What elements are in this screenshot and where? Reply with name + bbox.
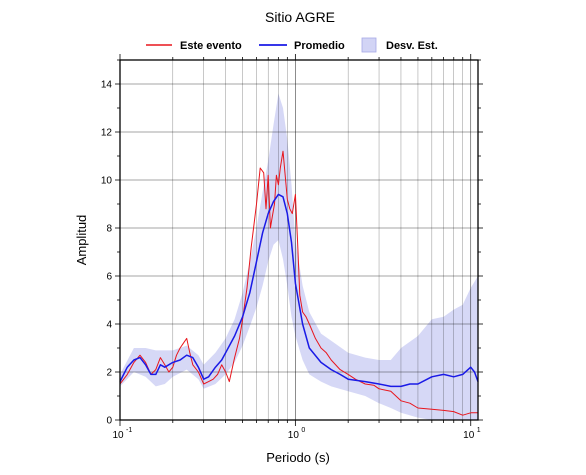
x-axis-label: Periodo (s): [266, 450, 330, 465]
y-axis-label: Amplitud: [74, 215, 89, 266]
legend-label-promedio: Promedio: [294, 40, 345, 52]
y-tick-label: 0: [106, 416, 112, 427]
x-tick-exponent: 0: [301, 427, 305, 434]
x-tick-exponent: -1: [126, 427, 132, 434]
series-line-promedio: [119, 193, 479, 388]
plot-frame: [119, 59, 479, 421]
x-tick-label: 10: [288, 430, 300, 441]
y-tick-label: 14: [101, 80, 113, 91]
legend-label-este-evento: Este evento: [180, 40, 242, 52]
x-tick-label: 10: [463, 430, 475, 441]
y-tick-label: 8: [106, 224, 112, 235]
series-line-este-evento: [119, 150, 478, 416]
x-tick-exponent: 1: [477, 427, 481, 434]
std-dev-band: [120, 93, 478, 420]
y-tick-label: 4: [106, 320, 112, 331]
y-tick-label: 6: [106, 272, 112, 283]
y-tick-label: 12: [101, 128, 113, 139]
legend: Este evento Promedio Desv. Est.: [146, 37, 438, 53]
legend-label-desv-est: Desv. Est.: [386, 40, 438, 52]
x-axis: 10 -1 10 0 10 1: [112, 54, 481, 441]
y-axis: 0 2 4 6 8 10 12 14: [101, 59, 483, 427]
legend-swatch-desv-est: [361, 37, 377, 53]
y-tick-label: 10: [101, 176, 113, 187]
chart-title: Sitio AGRE: [265, 9, 335, 25]
y-tick-label: 2: [106, 368, 112, 379]
x-tick-label: 10: [112, 430, 124, 441]
